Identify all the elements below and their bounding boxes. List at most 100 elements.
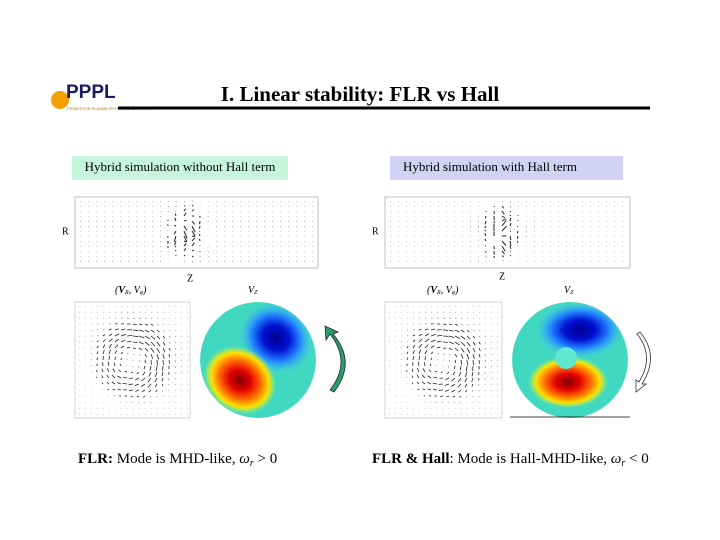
vector-arrow [581, 255, 583, 257]
vector-arrow [490, 335, 492, 337]
vector-arrow [87, 215, 89, 217]
vector-arrow [154, 371, 158, 377]
vector-arrow [138, 329, 144, 332]
vector-arrow [437, 200, 439, 202]
vector-arrow [159, 215, 161, 218]
vector-arrow [186, 317, 188, 319]
vector-arrow [605, 260, 607, 262]
vector-arrow [436, 365, 438, 367]
vector-arrow [138, 401, 140, 403]
vector-arrow [215, 255, 217, 257]
vector-arrow [478, 335, 481, 338]
vector-arrow [444, 389, 450, 392]
vector-arrow [247, 260, 249, 262]
vector-arrow [389, 220, 391, 222]
vector-arrow [613, 225, 615, 227]
vector-arrow [405, 255, 407, 257]
vl-part: V [446, 285, 454, 296]
vector-arrow [448, 329, 454, 332]
vector-arrow [454, 401, 456, 403]
vector-arrow [484, 347, 487, 350]
vector-arrow [144, 353, 148, 358]
vector-arrow [95, 235, 97, 237]
vector-arrow [87, 255, 89, 257]
caption-part: r [621, 458, 625, 469]
vector-arrow [509, 240, 512, 246]
vector-arrow [295, 255, 297, 257]
vector-arrow [613, 260, 615, 262]
vector-arrow [168, 335, 171, 338]
vector-arrow [231, 240, 233, 242]
vector-arrow [255, 205, 257, 207]
vector-arrow [108, 343, 113, 349]
vector-arrow [525, 225, 527, 228]
vector-arrow [247, 240, 249, 242]
vector-arrow [191, 249, 195, 252]
vector-arrow [621, 225, 623, 227]
vector-arrow [132, 335, 139, 338]
vector-arrow [501, 240, 507, 246]
vector-arrow [103, 230, 105, 232]
vector-arrow [412, 334, 416, 337]
vector-arrow [445, 250, 447, 252]
vector-arrow [389, 205, 391, 207]
vector-arrow [549, 260, 551, 262]
vector-arrow [466, 311, 468, 313]
vector-arrow [159, 245, 162, 248]
vector-arrow [469, 220, 471, 222]
vector-arrow [430, 328, 436, 331]
vector-arrow [295, 200, 297, 202]
vector-arrow [413, 225, 415, 227]
vector-arrow [87, 260, 89, 262]
vector-arrow [255, 245, 257, 247]
vector-arrow [454, 335, 461, 339]
vector-arrow [156, 329, 160, 333]
vector-arrow [557, 240, 559, 242]
vl-part: ) [142, 285, 147, 296]
vector-arrow [472, 311, 474, 313]
vector-arrow [461, 245, 463, 247]
vector-arrow [95, 205, 97, 207]
vector-arrow [516, 230, 519, 234]
vector-arrow [452, 371, 456, 376]
vector-arrow [496, 323, 498, 325]
vector-arrow [287, 255, 289, 257]
vector-arrow [484, 323, 486, 325]
vector-arrow [589, 255, 591, 257]
vector-arrow [453, 210, 455, 212]
vector-arrow [533, 210, 535, 212]
vector-arrow [429, 205, 431, 207]
vector-arrow [613, 235, 615, 237]
vector-arrow [424, 356, 427, 361]
vector-arrow [413, 210, 415, 212]
vector-arrow [239, 210, 241, 212]
vector-arrow [168, 353, 171, 358]
vector-arrow [295, 260, 297, 262]
vector-arrow [173, 230, 177, 235]
vector-arrow [271, 205, 273, 207]
vector-arrow [132, 347, 136, 349]
sl-part: V [248, 285, 256, 296]
vector-arrow [549, 240, 551, 242]
vector-arrow [496, 359, 498, 361]
vector-arrow [174, 245, 177, 248]
vector-arrow [509, 200, 511, 203]
vector-arrow [429, 363, 432, 367]
vector-arrow [107, 361, 110, 367]
vector-arrow [412, 356, 414, 361]
vector-arrow [472, 359, 474, 366]
vector-arrow [509, 205, 511, 208]
vector-arrow [79, 220, 81, 222]
vector-arrow [119, 245, 121, 247]
vector-arrow [271, 225, 273, 227]
vector-arrow [605, 220, 607, 222]
vector-arrow [119, 220, 121, 222]
vector-arrow [589, 205, 591, 207]
vector-arrow [484, 329, 486, 331]
vector-arrow [389, 240, 391, 242]
vector-arrow [516, 240, 519, 243]
vector-arrow [111, 381, 116, 385]
vector-arrow [101, 382, 104, 385]
vl-part: V [118, 285, 126, 296]
vector-arrow [162, 311, 164, 313]
